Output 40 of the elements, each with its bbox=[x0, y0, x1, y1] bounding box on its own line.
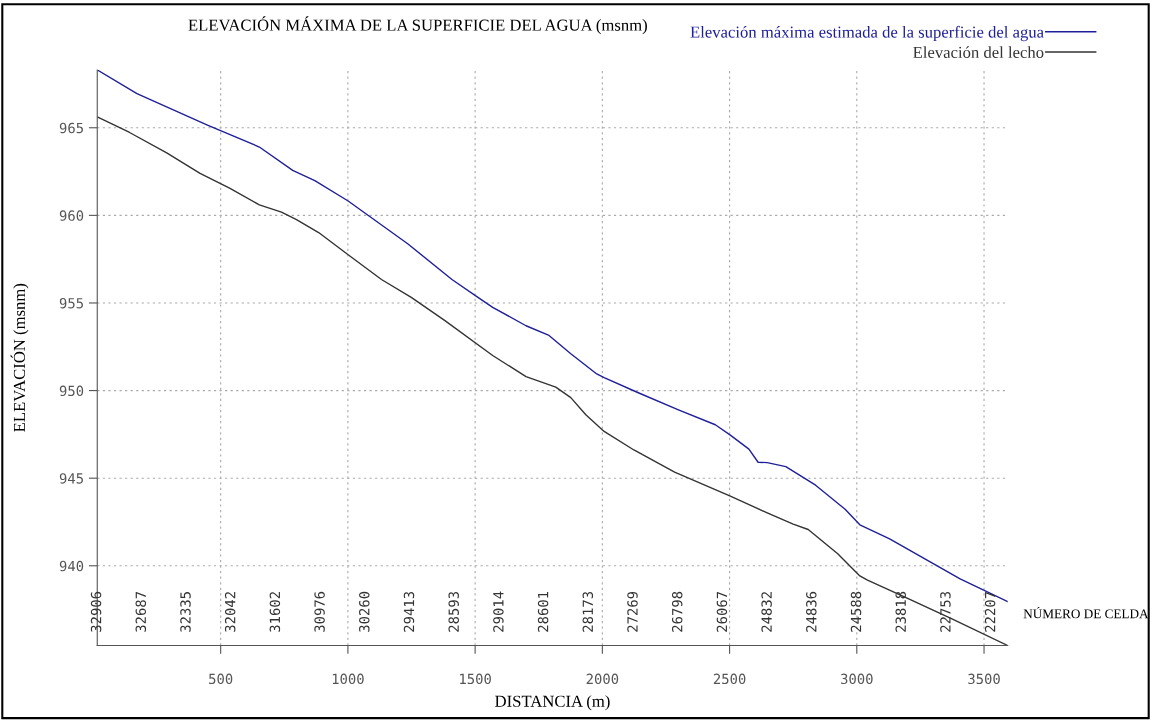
x-tick-label: 1500 bbox=[460, 673, 491, 685]
y-tick-label: 955 bbox=[59, 297, 83, 309]
annotation: 24588 bbox=[850, 591, 862, 632]
x-tick-label: 2500 bbox=[713, 673, 746, 685]
y-tick-label: 940 bbox=[59, 560, 84, 572]
annotation: 24836 bbox=[806, 591, 817, 632]
annotation: 26067 bbox=[716, 591, 728, 632]
annotation: 30260 bbox=[359, 591, 370, 632]
legend-label: Elevación del lecho bbox=[913, 46, 1044, 58]
y-tick-label: 965 bbox=[59, 122, 83, 134]
x-tick-label: 1000 bbox=[332, 673, 364, 685]
x-tick-label: 500 bbox=[209, 673, 233, 685]
x-tick-label: 2000 bbox=[586, 673, 619, 685]
annotation: 27269 bbox=[627, 591, 638, 632]
chart-title: ELEVACIÓN MÁXIMA DE LA SUPERFICIE DEL AGUA (msnm) bbox=[188, 16, 647, 35]
annotation: 29014 bbox=[493, 591, 504, 632]
y-axis-title: ELEVACIÓN (msnm) bbox=[10, 283, 29, 432]
annotation: 32335 bbox=[180, 592, 191, 632]
annotation: 22207 bbox=[984, 591, 996, 632]
text: NÚMERO DE CELDA bbox=[1023, 606, 1149, 619]
annotation: 28593 bbox=[448, 591, 459, 632]
annotation: 29413 bbox=[403, 591, 415, 632]
annotation: 26798 bbox=[671, 591, 683, 632]
annotation: 31602 bbox=[269, 592, 281, 632]
y-tick-label: 950 bbox=[59, 385, 84, 397]
y-tick-label: 945 bbox=[59, 473, 83, 484]
annotation: 32687 bbox=[135, 591, 147, 632]
annotation: 32042 bbox=[224, 592, 236, 632]
y-tick-label: 960 bbox=[59, 210, 84, 221]
annotation: 23818 bbox=[895, 591, 906, 632]
x-tick-label: 3500 bbox=[968, 673, 1000, 685]
annotation: 30976 bbox=[314, 591, 325, 632]
x-tick-label: 3000 bbox=[841, 673, 873, 685]
annotation: 22753 bbox=[940, 591, 951, 632]
x-axis-title: DISTANCIA (m) bbox=[495, 695, 610, 711]
annotation: 28173 bbox=[582, 591, 594, 632]
legend-label: Elevación máxima estimada de la superficie del agua bbox=[690, 25, 1044, 42]
annotation: 24832 bbox=[761, 592, 772, 632]
annotation: 28601 bbox=[537, 591, 549, 632]
annotation: 32906 bbox=[90, 591, 102, 632]
